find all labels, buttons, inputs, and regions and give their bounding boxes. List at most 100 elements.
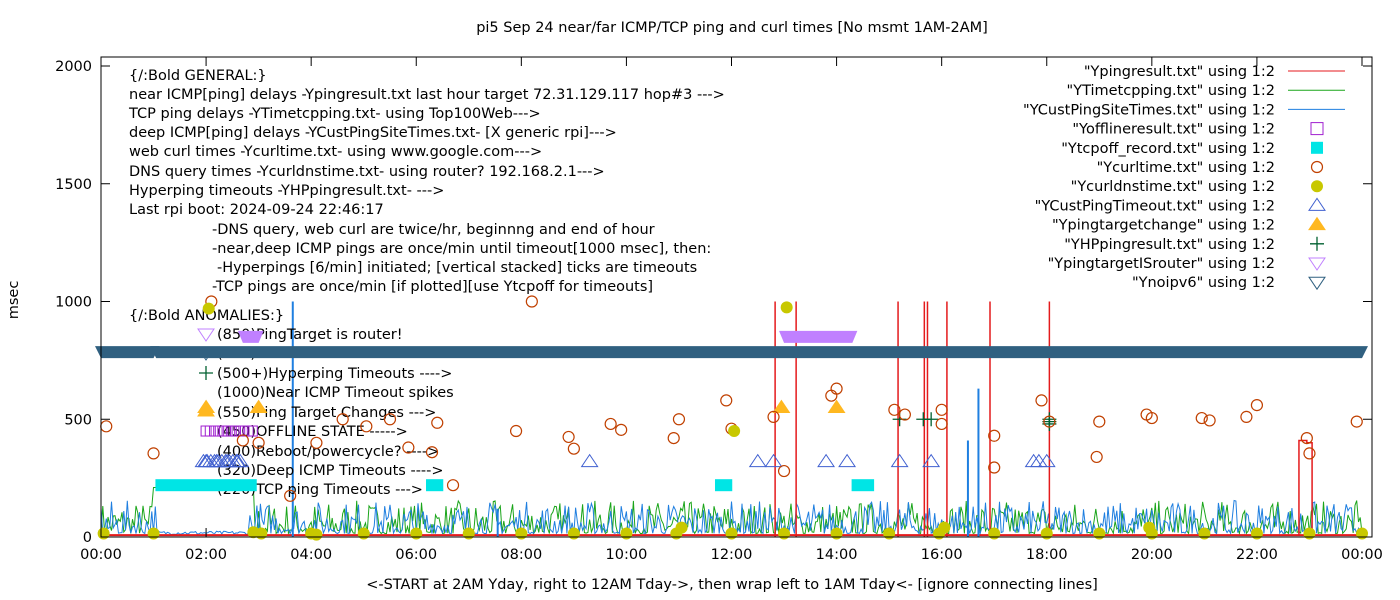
curl-time-point (310, 436, 323, 449)
legend-label: "YpingtargetISrouter" using 1:2 (1048, 256, 1275, 272)
curl-time-point (1093, 415, 1106, 428)
noipv6-band-start (95, 346, 160, 359)
curl-time-point (383, 413, 397, 426)
dns-time-point (357, 527, 370, 540)
curl-time-point (1195, 411, 1208, 425)
y-tick-label: 2000 (55, 59, 92, 75)
ping-target-change-mark (197, 399, 216, 413)
curl-time-point (1350, 415, 1363, 428)
curl-time-point (147, 447, 160, 460)
legend-label: "Ytcpoff_record.txt" using 1:2 (1061, 141, 1275, 157)
dns-time-point (778, 527, 791, 540)
y-tick-label: 500 (64, 412, 92, 428)
ann-anomaly-7: (320)Deep ICMP Timeouts ----> (217, 463, 444, 479)
legend-label: "YHPpingresult.txt" using 1:2 (1064, 237, 1275, 253)
ann-general-0: {/:Bold GENERAL:} (129, 68, 267, 84)
dns-time-point (1250, 527, 1263, 540)
tcp-timeout-mark (851, 479, 875, 492)
x-tick-label: 06:00 (395, 547, 437, 563)
ping-target-change-mark (827, 399, 846, 413)
y-tick-label: 1500 (55, 177, 92, 193)
ping-target-change-mark (249, 399, 268, 413)
curl-time-point (988, 461, 1001, 474)
dns-time-point (780, 301, 793, 314)
dns-time-point (462, 527, 475, 540)
dns-time-point (515, 527, 528, 540)
x-tick-label: 00:00 (1341, 547, 1383, 563)
x-tick-label: 04:00 (290, 547, 332, 563)
curl-time-point (604, 417, 617, 431)
legend-circle-swatch (1310, 160, 1324, 174)
legend-triangle-swatch (1308, 216, 1326, 231)
offline-mark (246, 425, 258, 437)
legend-square-swatch (1310, 122, 1324, 136)
curl-time-point (446, 479, 460, 492)
plot-frame (100, 56, 1373, 538)
legend-label: "YCustPingSiteTimes.txt" using 1:2 (1023, 102, 1275, 118)
cust-ping-timeout-mark (231, 453, 250, 468)
ann-general-3: deep ICMP[ping] delays -YCustPingSiteTim… (129, 125, 617, 141)
noipv6-band (150, 346, 1369, 359)
ann-note-2: -Hyperpings [6/min] initiated; [vertical… (217, 260, 697, 276)
router-target-mark (237, 330, 264, 343)
dns-time-point (1198, 527, 1211, 540)
legend-label: "Yofflineresult.txt" using 1:2 (1072, 122, 1275, 138)
dns-time-point (97, 527, 110, 540)
curl-time-point (667, 431, 680, 445)
curl-time-point (898, 408, 911, 421)
y-tick-label: 0 (83, 530, 92, 546)
curl-time-point (1303, 447, 1316, 460)
ann-anomaly-4: (550)Ping Target Changes ---> (217, 405, 436, 421)
curl-time-point (767, 410, 780, 423)
hyperping-timeout-mark (924, 412, 939, 427)
curl-time-point (615, 423, 628, 436)
curl-time-point (509, 424, 523, 438)
curl-time-point (672, 413, 686, 426)
curl-time-point (825, 389, 838, 402)
tcp-timeout-mark (426, 479, 444, 492)
legend-triangle-swatch (1308, 257, 1326, 271)
tcp-timeout-mark (155, 479, 257, 492)
cust-ping-timeout-mark (922, 453, 941, 468)
legend-label: "Ypingtargetchange" using 1:2 (1052, 218, 1275, 234)
dns-time-point (147, 527, 160, 540)
legend-triangle-swatch (1308, 276, 1326, 291)
cust-ping-timeout-mark (817, 453, 836, 468)
curl-time-point (1250, 399, 1264, 412)
legend: "Ypingresult.txt" using 1:2 "YTimetcpping… (1023, 64, 1345, 291)
dns-time-point (988, 527, 1001, 540)
legend-square-swatch (1311, 141, 1323, 154)
annotations: {/:Bold GENERAL:} near ICMP[ping] delays… (128, 68, 725, 498)
x-tick-label: 02:00 (185, 547, 227, 563)
router-symbol (197, 328, 215, 342)
curl-time-point (1145, 411, 1158, 425)
ping-target-change-mark (772, 399, 791, 413)
dns-time-point (883, 527, 896, 540)
curl-time-point (525, 295, 538, 308)
curl-time-point (888, 403, 901, 416)
dns-time-point (938, 521, 951, 534)
curl-time-point (935, 417, 948, 431)
curl-time-point (1300, 431, 1313, 445)
tcp-ping-series (100, 487, 1363, 536)
router-target-mark (779, 330, 858, 343)
curl-time-point (236, 434, 249, 447)
ann-note-3: -TCP pings are once/min [if plotted][use… (212, 279, 653, 295)
curl-time-point (284, 489, 297, 502)
curl-time-point (431, 416, 444, 429)
y-tick-label: 1000 (55, 295, 92, 311)
ann-anomaly-6: (400)Reboot/powercycle? ----> (217, 444, 439, 460)
tcp-timeout-mark (714, 479, 733, 492)
dns-time-point (728, 425, 741, 438)
cust-ping-timeout-mark (748, 453, 767, 468)
dns-time-point (255, 527, 268, 540)
curl-time-point (988, 429, 1001, 442)
curl-time-point (1203, 414, 1216, 427)
curl-time-point (720, 394, 733, 407)
x-tick-label: 00:00 (80, 547, 122, 563)
dns-time-point (1040, 527, 1053, 540)
dns-time-point (1356, 527, 1368, 540)
ann-anomaly-5: (450)OFFLINE STATE -----> (217, 424, 408, 440)
y-axis-label: msec (6, 281, 22, 320)
